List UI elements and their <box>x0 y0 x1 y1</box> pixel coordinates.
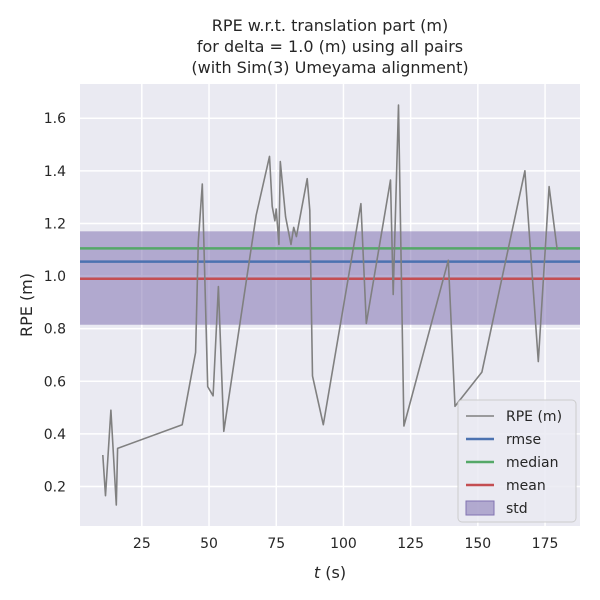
legend-entry-std-swatch <box>465 500 495 516</box>
chart-title-line-3: (with Sim(3) Umeyama alignment) <box>191 58 468 77</box>
y-axis-label: RPE (m) <box>17 273 36 337</box>
x-axis-label: t (s) <box>314 563 346 582</box>
chart-title-line-2: for delta = 1.0 (m) using all pairs <box>197 37 463 56</box>
legend-entry-rpe-label: RPE (m) <box>506 409 562 425</box>
y-tick-label: 1.0 <box>44 269 66 285</box>
chart-title: RPE w.r.t. translation part (m) for delt… <box>191 16 468 77</box>
x-tick-label: 25 <box>133 536 151 552</box>
legend-entry-median-label: median <box>506 455 558 471</box>
stat-lines <box>80 247 580 280</box>
x-tick-label: 150 <box>464 536 491 552</box>
series-layer <box>102 104 558 506</box>
x-axis-label-var: t <box>314 563 321 582</box>
legend-entry-mean-label: mean <box>506 478 546 494</box>
legend: RPE (m) rmse median mean std <box>457 399 577 523</box>
y-tick-labels: 0.2 0.4 0.6 0.8 1.0 1.2 1.4 1.6 <box>44 111 66 495</box>
x-tick-label: 75 <box>267 536 285 552</box>
y-tick-label: 0.6 <box>44 374 66 390</box>
x-axis-label-unit: (s) <box>320 563 346 582</box>
x-tick-label: 175 <box>532 536 559 552</box>
x-tick-label: 50 <box>200 536 218 552</box>
x-tick-label: 100 <box>330 536 357 552</box>
x-tick-label: 125 <box>397 536 424 552</box>
y-tick-label: 1.4 <box>44 164 66 180</box>
chart-title-line-1: RPE w.r.t. translation part (m) <box>212 16 448 35</box>
y-tick-label: 0.2 <box>44 480 66 496</box>
x-tick-labels: 25 50 75 100 125 150 175 <box>133 536 559 552</box>
legend-entry-rmse-label: rmse <box>506 432 541 448</box>
y-tick-label: 0.8 <box>44 322 66 338</box>
y-tick-label: 0.4 <box>44 427 66 443</box>
y-tick-label: 1.2 <box>44 216 66 232</box>
legend-entry-std-label: std <box>506 501 528 517</box>
y-tick-label: 1.6 <box>44 111 66 127</box>
rpe-series-line <box>102 104 558 506</box>
legend-box <box>457 399 577 523</box>
